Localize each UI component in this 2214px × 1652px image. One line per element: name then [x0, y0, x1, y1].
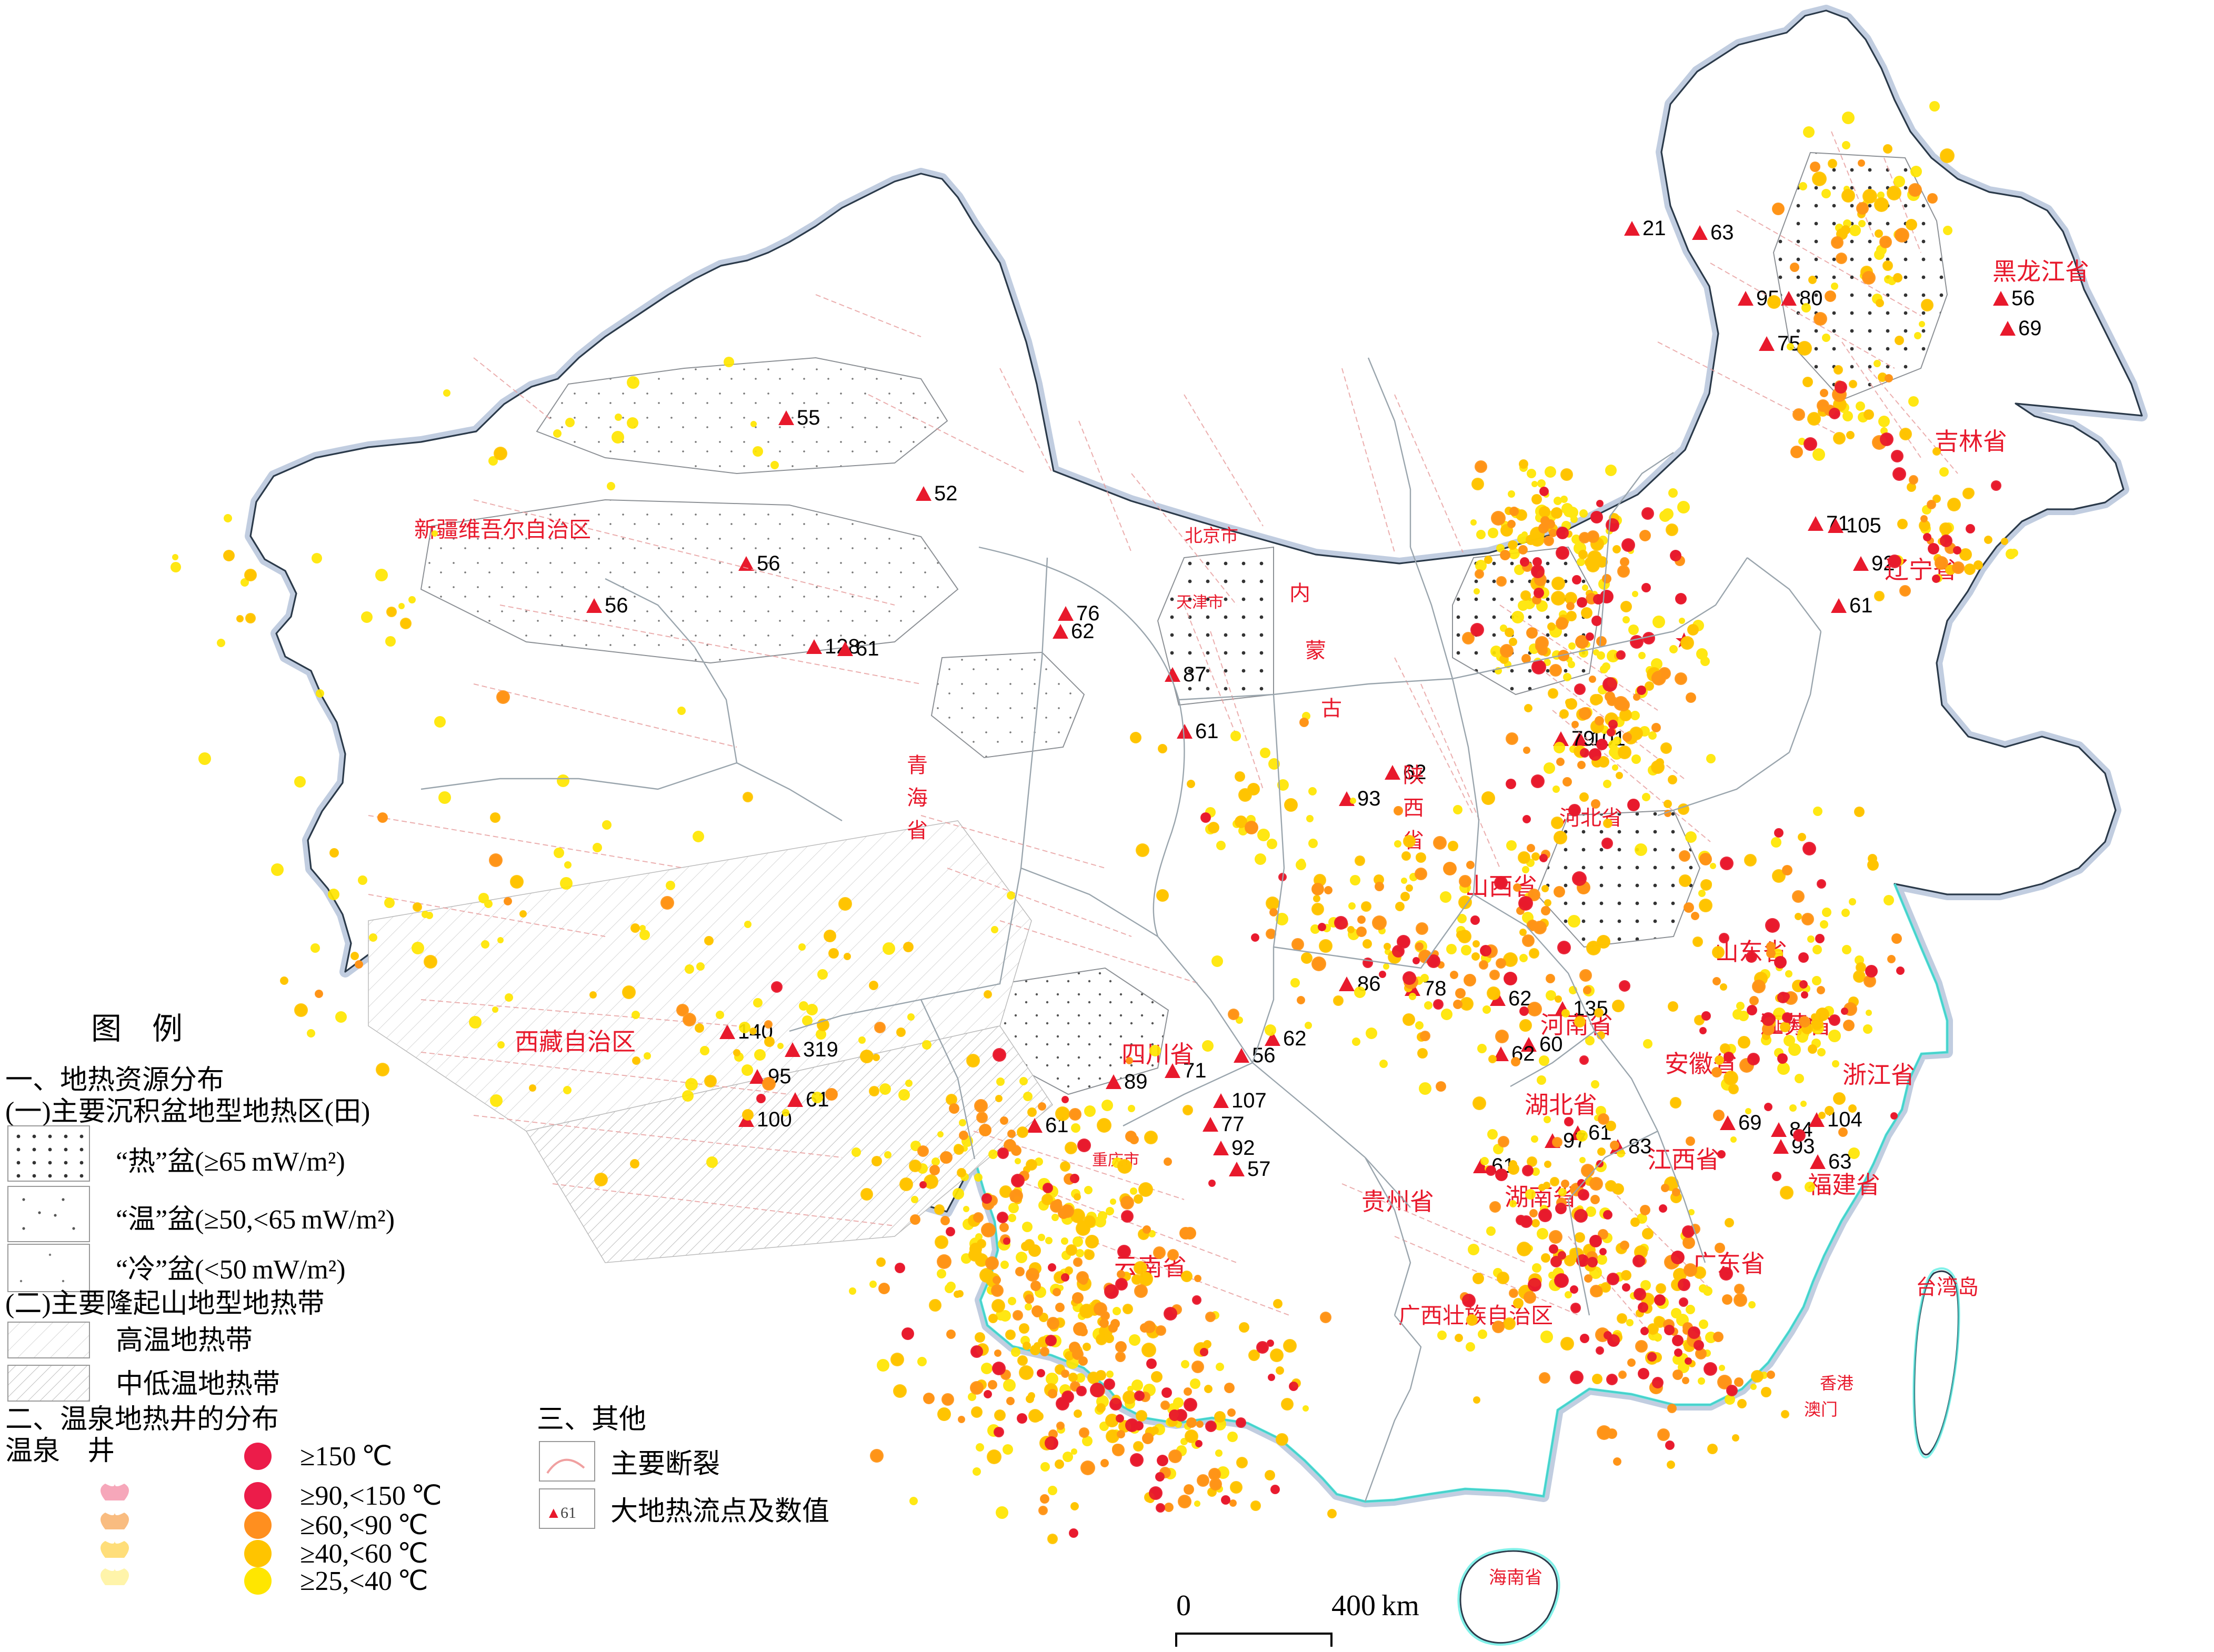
svg-text:温泉 井: 温泉 井 — [5, 1436, 115, 1466]
svg-text:56: 56 — [605, 594, 628, 617]
svg-text:▲: ▲ — [546, 1504, 562, 1522]
svg-text:内: 内 — [1289, 582, 1310, 605]
svg-text:61: 61 — [560, 1504, 576, 1522]
svg-text:西: 西 — [1403, 797, 1424, 820]
svg-text:61: 61 — [856, 637, 879, 660]
svg-text:黑龙江省: 黑龙江省 — [1992, 258, 2089, 285]
svg-text:海: 海 — [907, 787, 928, 810]
svg-text:台湾岛: 台湾岛 — [1916, 1276, 1979, 1299]
svg-text:400 km: 400 km — [1331, 1589, 1419, 1622]
svg-text:≥40,<60 ℃: ≥40,<60 ℃ — [300, 1539, 428, 1569]
svg-text:“温”盆(≥50,<65 mW/m²): “温”盆(≥50,<65 mW/m²) — [116, 1205, 395, 1235]
svg-text:92: 92 — [1231, 1136, 1255, 1160]
svg-text:省: 省 — [907, 819, 928, 842]
svg-text:青: 青 — [907, 754, 928, 777]
svg-text:21: 21 — [1642, 217, 1666, 240]
svg-text:福建省: 福建省 — [1808, 1171, 1880, 1198]
svg-text:63: 63 — [1710, 221, 1734, 244]
svg-text:69: 69 — [1738, 1111, 1762, 1134]
svg-text:“冷”盆(<50 mW/m²): “冷”盆(<50 mW/m²) — [116, 1255, 346, 1285]
svg-text:77: 77 — [1221, 1113, 1245, 1136]
svg-text:海南省: 海南省 — [1489, 1568, 1542, 1588]
svg-text:浙江省: 浙江省 — [1842, 1061, 1915, 1089]
svg-text:新疆维吾尔自治区: 新疆维吾尔自治区 — [414, 517, 591, 542]
svg-text:陕: 陕 — [1403, 764, 1424, 787]
svg-text:一、地热资源分布: 一、地热资源分布 — [5, 1065, 224, 1095]
svg-text:89: 89 — [1124, 1070, 1148, 1093]
svg-text:62: 62 — [1071, 620, 1095, 643]
svg-text:0: 0 — [1176, 1589, 1191, 1622]
svg-text:56: 56 — [2011, 287, 2035, 310]
svg-text:(二)主要隆起山地型地热带: (二)主要隆起山地型地热带 — [5, 1289, 325, 1319]
svg-text:≥90,<150 ℃: ≥90,<150 ℃ — [300, 1481, 442, 1511]
svg-text:(一)主要沉积盆地型地热区(田): (一)主要沉积盆地型地热区(田) — [5, 1097, 370, 1127]
svg-text:87: 87 — [1183, 663, 1207, 686]
svg-text:69: 69 — [2018, 317, 2042, 340]
svg-text:57: 57 — [1247, 1157, 1271, 1181]
svg-text:63: 63 — [1828, 1150, 1852, 1173]
svg-text:西藏自治区: 西藏自治区 — [515, 1028, 636, 1055]
svg-text:吉林省: 吉林省 — [1935, 428, 2007, 455]
svg-text:高温地热带: 高温地热带 — [116, 1326, 253, 1356]
svg-text:江西省: 江西省 — [1647, 1146, 1720, 1173]
svg-text:93: 93 — [1357, 787, 1381, 810]
svg-text:贵州省: 贵州省 — [1361, 1188, 1434, 1215]
svg-text:“热”盆(≥65 mW/m²): “热”盆(≥65 mW/m²) — [116, 1147, 345, 1177]
svg-text:主要断裂: 主要断裂 — [610, 1449, 720, 1479]
svg-text:蒙: 蒙 — [1305, 639, 1326, 662]
svg-text:≥150 ℃: ≥150 ℃ — [300, 1442, 392, 1472]
svg-text:≥25,<40 ℃: ≥25,<40 ℃ — [300, 1566, 428, 1596]
svg-text:二、温泉地热井的分布: 二、温泉地热井的分布 — [5, 1405, 279, 1435]
svg-text:香港: 香港 — [1820, 1374, 1854, 1393]
svg-text:62: 62 — [1283, 1027, 1307, 1050]
svg-text:≥60,<90 ℃: ≥60,<90 ℃ — [300, 1510, 428, 1540]
svg-text:105: 105 — [1846, 514, 1881, 537]
svg-text:319: 319 — [803, 1038, 838, 1061]
svg-text:古: 古 — [1321, 697, 1342, 720]
svg-text:湖北省: 湖北省 — [1525, 1091, 1597, 1119]
svg-text:61: 61 — [1195, 720, 1219, 743]
svg-text:图 例: 图 例 — [91, 1012, 183, 1046]
svg-text:大地热流点及数值: 大地热流点及数值 — [610, 1497, 829, 1527]
svg-text:北京市: 北京市 — [1185, 526, 1238, 546]
svg-text:天津市: 天津市 — [1176, 594, 1224, 611]
svg-text:107: 107 — [1231, 1089, 1267, 1112]
svg-text:中低温地热带: 中低温地热带 — [116, 1369, 280, 1399]
svg-text:61: 61 — [1849, 594, 1873, 617]
svg-text:三、其他: 三、其他 — [537, 1405, 646, 1435]
svg-text:55: 55 — [797, 406, 820, 429]
svg-text:52: 52 — [934, 482, 958, 505]
svg-text:澳门: 澳门 — [1804, 1400, 1838, 1419]
